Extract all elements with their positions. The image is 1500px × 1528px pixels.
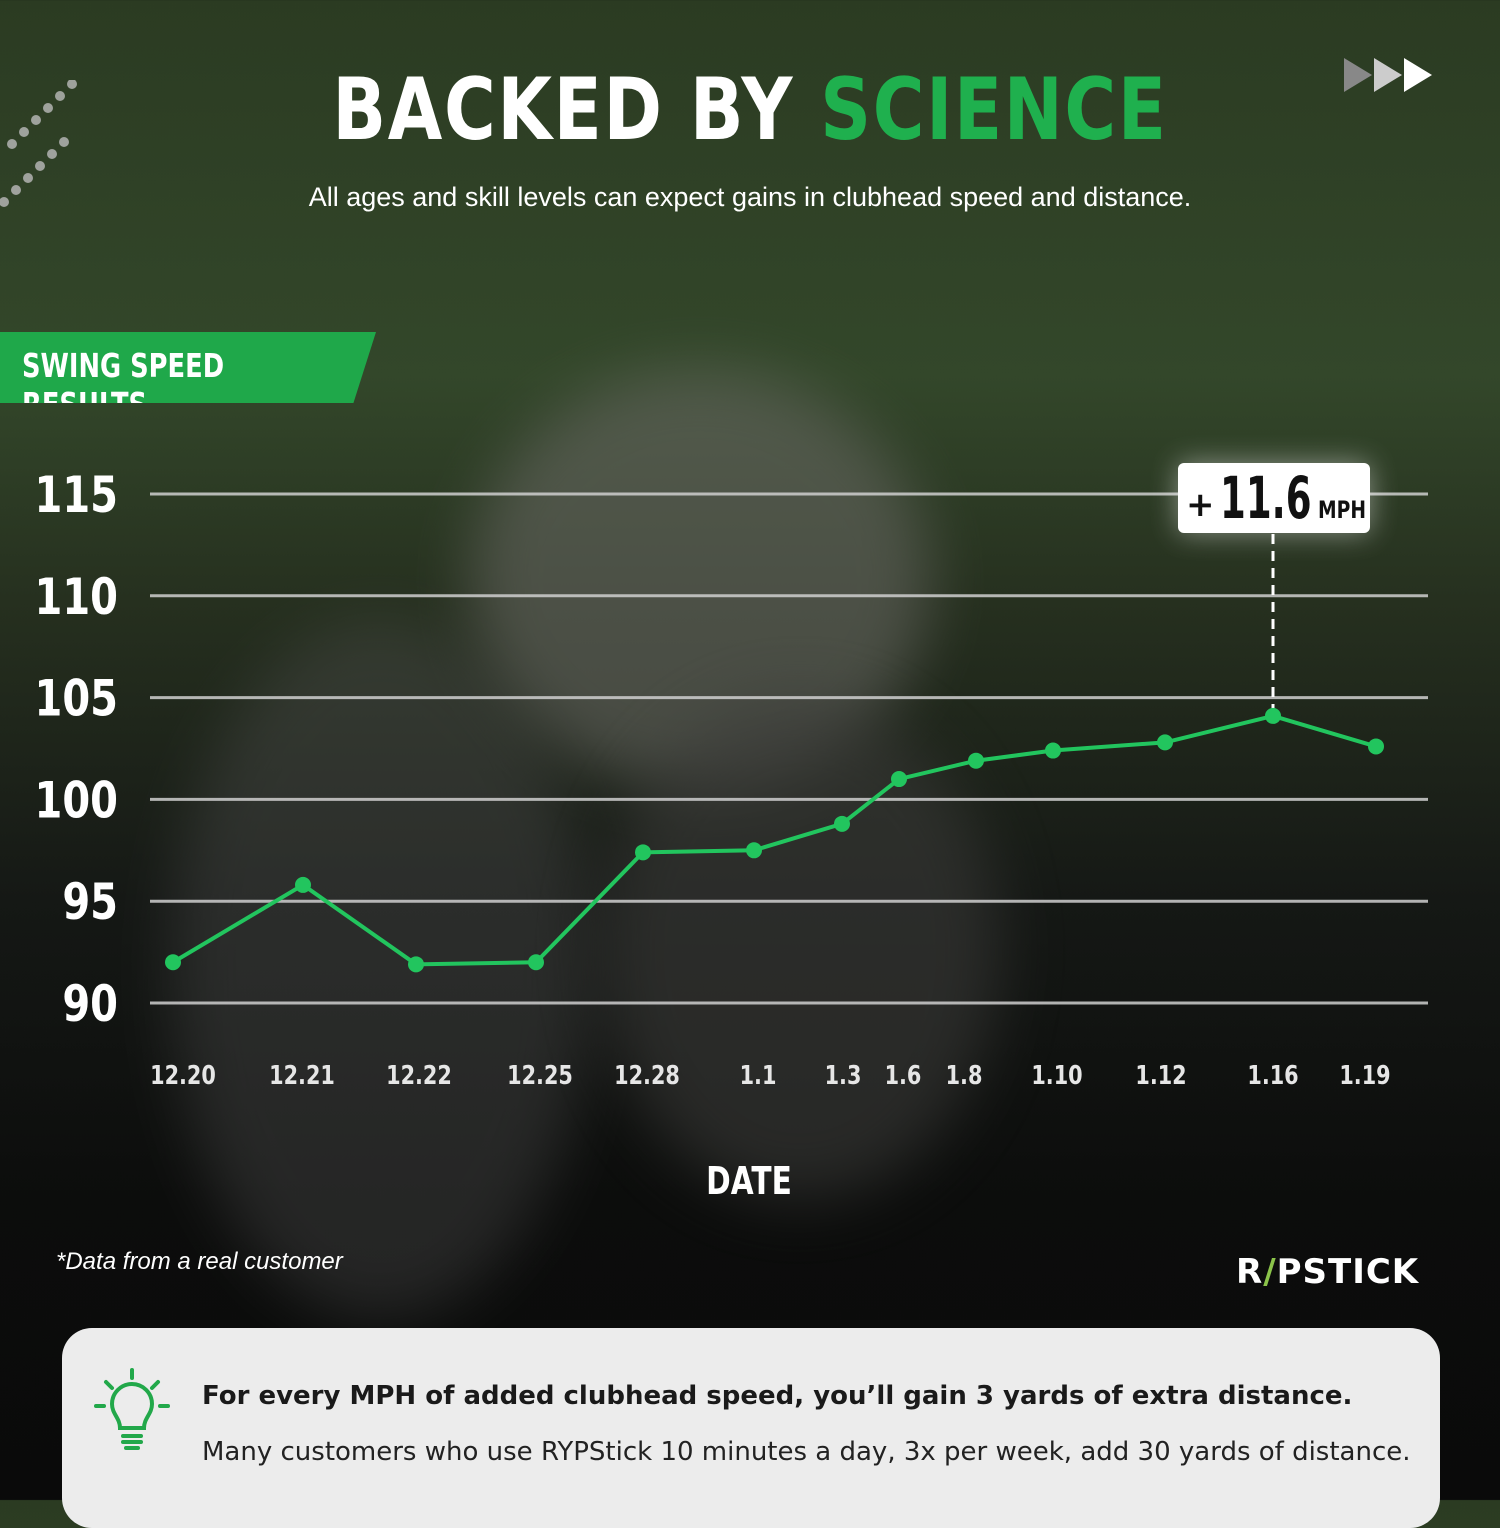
data-point bbox=[968, 752, 984, 769]
y-tick-label: 90 bbox=[62, 975, 118, 1034]
data-point bbox=[834, 815, 850, 832]
x-axis-label: DATE bbox=[706, 1159, 792, 1204]
x-tick-label: 12.22 bbox=[386, 1060, 452, 1091]
annotation-plus: + bbox=[1186, 485, 1215, 525]
x-tick-label: 1.3 bbox=[825, 1060, 862, 1091]
x-tick-label: 1.10 bbox=[1031, 1060, 1082, 1091]
data-source-note: *Data from a real customer bbox=[56, 1248, 343, 1275]
y-tick-label: 95 bbox=[62, 873, 118, 932]
y-tick-label: 100 bbox=[35, 771, 118, 830]
annotation-box bbox=[1178, 463, 1370, 533]
y-tick-label: 110 bbox=[35, 567, 118, 626]
info-text: For every MPH of added clubhead speed, y… bbox=[202, 1381, 1411, 1467]
x-tick-label: 1.8 bbox=[946, 1060, 983, 1091]
data-point bbox=[746, 842, 762, 859]
y-tick-label: 105 bbox=[35, 669, 118, 728]
annotation-unit: MPH bbox=[1318, 497, 1366, 525]
data-point bbox=[891, 771, 907, 788]
x-tick-label: 1.12 bbox=[1135, 1060, 1186, 1091]
y-tick-label: 115 bbox=[35, 466, 118, 525]
x-tick-label: 1.16 bbox=[1247, 1060, 1298, 1091]
x-tick-label: 12.20 bbox=[150, 1060, 216, 1091]
data-point bbox=[1265, 707, 1281, 724]
data-point bbox=[635, 844, 651, 861]
x-tick-label: 12.28 bbox=[614, 1060, 680, 1091]
data-point bbox=[1368, 738, 1384, 755]
x-tick-label: 12.25 bbox=[507, 1060, 573, 1091]
data-point bbox=[1045, 742, 1061, 759]
data-point bbox=[528, 954, 544, 971]
chart-title-badge: SWING SPEED RESULTS bbox=[0, 332, 376, 403]
data-point bbox=[165, 954, 181, 971]
background-blur bbox=[170, 620, 590, 1320]
x-tick-label: 12.21 bbox=[269, 1060, 335, 1091]
lightbulb-icon bbox=[94, 1368, 170, 1450]
rypstick-logo: R/PSTICK bbox=[1236, 1252, 1420, 1292]
annotation-value: 11.6 bbox=[1220, 466, 1312, 533]
page-title: BACKED BY SCIENCE bbox=[332, 60, 1168, 160]
x-tick-label: 1.1 bbox=[740, 1060, 777, 1091]
x-tick-label: 1.6 bbox=[885, 1060, 922, 1091]
series-line bbox=[171, 713, 1377, 967]
data-point bbox=[1157, 734, 1173, 751]
data-point bbox=[295, 876, 311, 893]
page-subtitle: All ages and skill levels can expect gai… bbox=[308, 182, 1192, 212]
background-blur bbox=[600, 700, 1000, 1200]
decorative-dots bbox=[0, 80, 77, 207]
x-tick-label: 1.19 bbox=[1339, 1060, 1390, 1091]
info-card: For every MPH of added clubhead speed, y… bbox=[62, 1328, 1440, 1528]
data-point bbox=[408, 956, 424, 973]
fast-forward-icon bbox=[1344, 58, 1432, 92]
